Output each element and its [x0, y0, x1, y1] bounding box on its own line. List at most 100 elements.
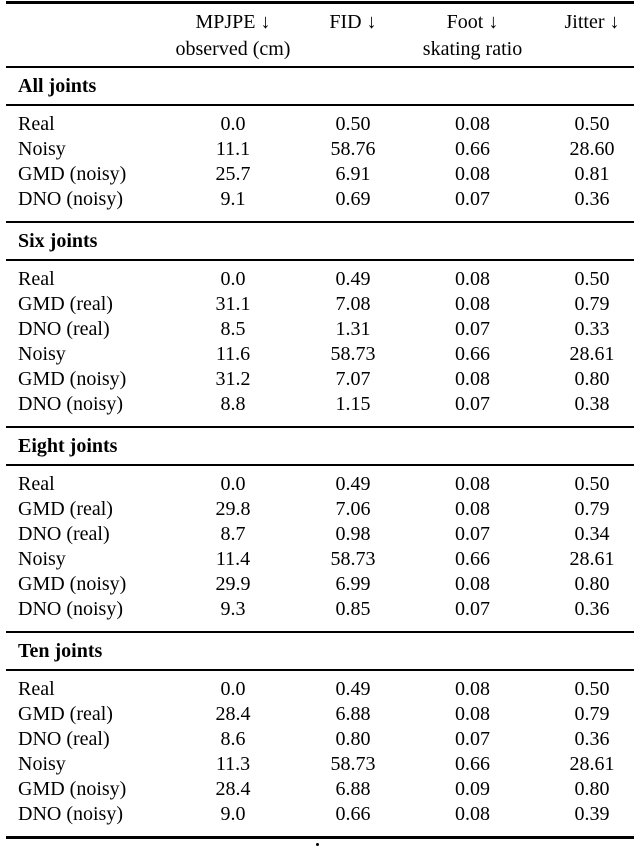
- cell-value: 58.73: [330, 343, 376, 365]
- cell-value: 0.0: [220, 678, 246, 700]
- table-row: DNO (real) 8.7 0.98 0.07 0.34: [6, 522, 634, 547]
- row-label: Real: [18, 113, 55, 135]
- cell-value: 0.49: [335, 268, 371, 290]
- section-rule-bottom: [6, 669, 634, 671]
- cell-value: 8.6: [220, 728, 246, 750]
- cell-value: 0.34: [574, 523, 610, 545]
- table-row: GMD (noisy) 28.4 6.88 0.09 0.80: [6, 777, 634, 802]
- cell-value: 0.0: [220, 473, 246, 495]
- cell-value: 0.0: [220, 268, 246, 290]
- cell-value: 0.08: [455, 678, 490, 700]
- cell-value: 0.07: [455, 188, 490, 210]
- section-rule-top: [6, 66, 634, 68]
- table-row: Real 0.0 0.49 0.08 0.50: [6, 472, 634, 497]
- cell-value: 0.39: [574, 803, 610, 825]
- cell-value: 0.08: [455, 498, 490, 520]
- cell-value: 0.08: [455, 803, 490, 825]
- cell-value: 0.66: [455, 753, 490, 775]
- cell-value: 31.1: [215, 293, 251, 315]
- cell-value: 9.1: [220, 188, 246, 210]
- section-rule-top: [6, 221, 634, 223]
- row-label: DNO (real): [18, 318, 110, 340]
- cell-value: 8.5: [220, 318, 246, 340]
- cell-value: 0.66: [455, 343, 490, 365]
- cell-value: 0.80: [574, 778, 610, 800]
- table-row: DNO (noisy) 9.0 0.66 0.08 0.39: [6, 802, 634, 827]
- cell-value: 0.50: [574, 473, 610, 495]
- cell-value: 0.08: [455, 113, 490, 135]
- table-row: DNO (noisy) 8.8 1.15 0.07 0.38: [6, 392, 634, 417]
- cell-value: 6.91: [335, 163, 371, 185]
- cell-value: 0.80: [574, 573, 610, 595]
- row-label: GMD (noisy): [18, 573, 127, 595]
- table-row: DNO (noisy) 9.1 0.69 0.07 0.36: [6, 187, 634, 212]
- table-row: GMD (noisy) 31.2 7.07 0.08 0.80: [6, 367, 634, 392]
- section-rows: Real 0.0 0.49 0.08 0.50 GMD (real) 29.8 7.06 0.0…: [6, 466, 634, 631]
- cell-value: 7.08: [335, 293, 371, 315]
- row-label: DNO (real): [18, 523, 110, 545]
- cell-value: 28.60: [569, 138, 615, 160]
- row-label: Real: [18, 268, 55, 290]
- table-row: Noisy 11.1 58.76 0.66 28.60: [6, 137, 634, 162]
- cell-value: 0.79: [574, 703, 610, 725]
- table-bottom-rule: [6, 836, 634, 839]
- cell-value: 11.1: [215, 138, 251, 160]
- cell-value: 0.08: [455, 163, 490, 185]
- row-label: GMD (noisy): [18, 778, 127, 800]
- cell-value: 0.66: [335, 803, 371, 825]
- cell-value: 0.50: [574, 268, 610, 290]
- column-header-line1: Jitter ↓: [564, 11, 620, 33]
- table-sections: All joints Real 0.0 0.50 0.08 0.50 Noisy 11.1 58…: [6, 66, 634, 836]
- cell-value: 0.07: [455, 393, 490, 415]
- cell-value: 0.38: [574, 393, 610, 415]
- cell-value: 25.7: [215, 163, 251, 185]
- cell-value: 0.08: [455, 573, 490, 595]
- cell-value: 6.99: [335, 573, 371, 595]
- cell-value: 58.73: [330, 548, 376, 570]
- column-header-jitter: Jitter ↓: [532, 9, 634, 36]
- cell-value: 0.36: [574, 598, 610, 620]
- table-row: GMD (noisy) 25.7 6.91 0.08 0.81: [6, 162, 634, 187]
- row-label: DNO (noisy): [18, 598, 123, 620]
- cell-value: 0.50: [574, 678, 610, 700]
- table-header-row: MPJPE ↓ observed (cm) FID ↓ Foot ↓ skati…: [6, 4, 634, 66]
- cell-value: 58.76: [330, 138, 376, 160]
- cell-value: 0.08: [455, 268, 490, 290]
- section-rule-bottom: [6, 104, 634, 106]
- section-rows: Real 0.0 0.49 0.08 0.50 GMD (real) 31.1 7.08 0.0…: [6, 261, 634, 426]
- table-row: GMD (real) 31.1 7.08 0.08 0.79: [6, 292, 634, 317]
- cell-value: 29.9: [215, 573, 251, 595]
- section-rule-top: [6, 631, 634, 633]
- metrics-table: MPJPE ↓ observed (cm) FID ↓ Foot ↓ skati…: [6, 1, 634, 839]
- section-title: Eight joints: [18, 434, 118, 457]
- row-label: Noisy: [18, 753, 66, 775]
- column-header-fid: FID ↓: [293, 9, 413, 36]
- section-title: All joints: [18, 74, 97, 97]
- row-label: DNO (noisy): [18, 188, 123, 210]
- section-rule-top: [6, 426, 634, 428]
- row-label: Noisy: [18, 343, 66, 365]
- table-top-rule: [6, 1, 634, 4]
- cell-value: 11.6: [215, 343, 251, 365]
- section-rule-bottom: [6, 464, 634, 466]
- cell-value: 0.0: [220, 113, 246, 135]
- table-row: GMD (noisy) 29.9 6.99 0.08 0.80: [6, 572, 634, 597]
- cell-value: 0.69: [335, 188, 371, 210]
- column-header-line2: observed (cm): [175, 38, 291, 60]
- cell-value: 0.36: [574, 728, 610, 750]
- cell-value: 7.06: [335, 498, 371, 520]
- cell-value: 0.07: [455, 598, 490, 620]
- cell-value: 0.49: [335, 678, 371, 700]
- cell-value: 8.8: [220, 393, 246, 415]
- row-label: Noisy: [18, 138, 66, 160]
- cell-value: 28.61: [569, 753, 615, 775]
- table-row: DNO (noisy) 9.3 0.85 0.07 0.36: [6, 597, 634, 622]
- cell-value: 1.15: [335, 393, 371, 415]
- cell-value: 1.31: [335, 318, 371, 340]
- cell-value: 0.07: [455, 728, 490, 750]
- cell-value: 0.79: [574, 498, 610, 520]
- cell-value: 8.7: [220, 523, 246, 545]
- column-header-mpjpe: MPJPE ↓ observed (cm): [173, 9, 293, 63]
- cell-value: 0.08: [455, 368, 490, 390]
